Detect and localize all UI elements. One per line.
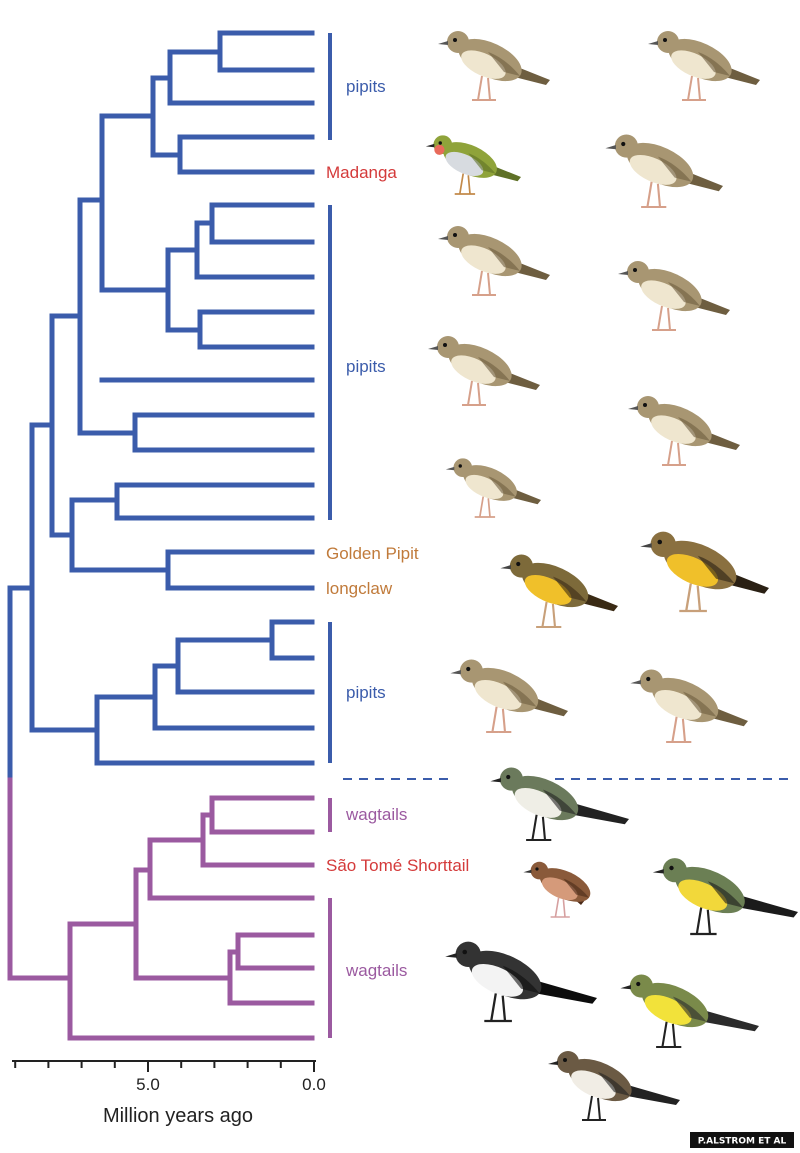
tree-branch (235, 932, 315, 971)
tree-branch (99, 113, 171, 293)
label-madanga: Madanga (326, 163, 397, 182)
wagtail-illustration (490, 767, 629, 842)
tick-label-5: 5.0 (136, 1075, 160, 1094)
label-golden-pipit: Golden Pipit (326, 544, 419, 563)
tree-branch (167, 30, 315, 106)
pipit-illustration (648, 31, 760, 101)
wagtail-clade-tree (7, 777, 315, 1041)
wagtail-illustration (652, 858, 798, 936)
wagtail-illustration (620, 974, 759, 1049)
pipit-illustration (450, 659, 568, 734)
tree-branch (29, 422, 100, 733)
credit-box (690, 1132, 794, 1148)
tree-branch (175, 637, 315, 695)
pipit-illustration (428, 336, 540, 406)
wagtail-illustration (445, 941, 597, 1023)
label-pipits-bottom: pipits (346, 683, 386, 702)
pipit-illustration (445, 458, 541, 518)
tree-branch (69, 497, 171, 573)
pipit-illustration (438, 226, 550, 296)
tree-branch (165, 549, 315, 591)
axis-title: Million years ago (103, 1105, 253, 1127)
label-pipits-top: pipits (346, 77, 386, 96)
label-pipits-mid: pipits (346, 357, 386, 376)
tree-branch (209, 795, 315, 835)
bird-illustrations (425, 31, 798, 1121)
time-axis (12, 1060, 316, 1072)
pipit-illustration (438, 31, 550, 101)
label-wagtails-top: wagtails (345, 805, 407, 824)
pipit-clade-tree (7, 30, 315, 783)
madanga-illustration (425, 135, 521, 195)
tree-branch (7, 585, 35, 783)
tree-branch (165, 247, 315, 350)
sao-tome-shorttail-illustration (523, 861, 591, 918)
tree-branch (269, 619, 315, 661)
tree-branch (200, 812, 315, 868)
tree-branch (67, 921, 315, 1041)
credit-text: P.ALSTROM ET AL (698, 1137, 787, 1147)
tree-branch (147, 837, 315, 901)
tick-label-0: 0.0 (302, 1075, 326, 1094)
tree-branch (194, 202, 315, 280)
pipit-illustration (630, 669, 748, 744)
pipit-illustration (628, 396, 740, 466)
label-sao-tome: São Tomé Shorttail (326, 856, 469, 875)
label-longclaw: longclaw (326, 579, 393, 598)
label-wagtails-bottom: wagtails (345, 961, 407, 980)
wagtail-illustration (548, 1051, 680, 1121)
tree-branch (114, 482, 315, 521)
pipit-illustration (618, 261, 730, 331)
pipit-illustration (605, 134, 723, 209)
longclaw-illustration (640, 531, 769, 613)
tree-branch (227, 949, 315, 1006)
tree-branch (150, 75, 315, 175)
group-labels: pipits Madanga pipits Golden Pipit longc… (326, 77, 469, 980)
golden-pipit-illustration (500, 554, 618, 629)
tree-branch (77, 197, 315, 453)
